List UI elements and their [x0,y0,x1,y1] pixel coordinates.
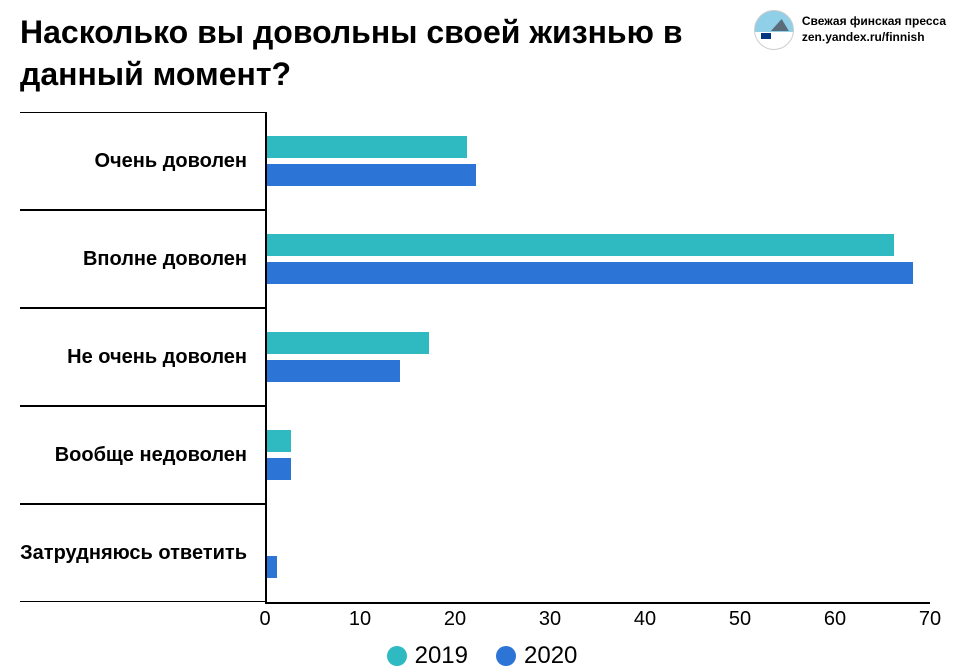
source-logo-icon [754,10,794,50]
x-tick: 60 [824,608,846,631]
x-tick: 50 [729,608,751,631]
category-label: Вполне доволен [20,210,265,308]
x-tick: 30 [539,608,561,631]
bar-2019 [267,136,467,158]
legend-item: 2019 [387,642,468,670]
legend-label: 2020 [524,642,577,670]
category-label: Затрудняюсь ответить [20,504,265,602]
bar-2020 [267,360,400,382]
category-label: Очень доволен [20,112,265,210]
x-tick: 40 [634,608,656,631]
source-name: Свежая финская пресса [802,14,946,30]
bar-chart: Очень доволенВполне доволенНе очень дово… [0,112,964,602]
bar-2019 [267,430,291,452]
bar-2019 [267,332,429,354]
bar-2019 [267,234,894,256]
category-label: Вообще недоволен [20,406,265,504]
legend-dot-icon [496,646,516,666]
x-baseline [265,602,930,604]
category-axis: Очень доволенВполне доволенНе очень дово… [20,112,265,602]
bar-2020 [267,164,476,186]
category-label: Не очень доволен [20,308,265,406]
legend-dot-icon [387,646,407,666]
source-url: zen.yandex.ru/finnish [802,30,946,46]
chart-title: Насколько вы довольны своей жизнью в дан… [20,12,700,95]
plot-area [265,112,930,602]
x-tick: 20 [444,608,466,631]
x-tick: 0 [259,608,270,631]
x-tick: 10 [349,608,371,631]
legend: 2019 2020 [0,642,964,671]
x-tick: 70 [919,608,941,631]
bar-2020 [267,262,913,284]
bar-2020 [267,556,277,578]
source-text: Свежая финская пресса zen.yandex.ru/finn… [802,14,946,45]
legend-label: 2019 [415,642,468,670]
bar-2020 [267,458,291,480]
source-block: Свежая финская пресса zen.yandex.ru/finn… [754,10,946,50]
legend-item: 2020 [496,642,577,670]
